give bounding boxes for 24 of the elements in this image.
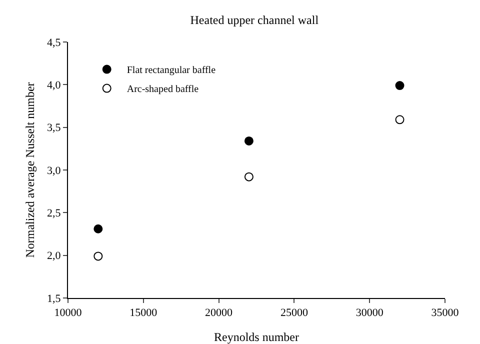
x-axis-title: Reynolds number (214, 330, 299, 344)
y-tick-label: 2,0 (47, 250, 62, 262)
point (94, 224, 103, 234)
x-tick-label: 10000 (54, 307, 82, 320)
y-axis-title: Normalized average Nusselt number (23, 82, 37, 258)
y-tick-label: 3,5 (47, 122, 62, 134)
point (244, 172, 254, 182)
y-tick-label: 4,5 (47, 36, 62, 49)
x-tick-label: 25000 (280, 307, 308, 320)
legend-label: Arc-shaped baffle (126, 84, 200, 96)
x-tick-label: 20000 (205, 307, 234, 320)
y-tick-label: 3,0 (47, 164, 62, 177)
point (94, 252, 103, 261)
y-tick-label: 1,5 (47, 292, 62, 305)
y-tick-label: 4,0 (47, 80, 62, 92)
chart-title: Heated upper channel wall (190, 12, 320, 27)
x-tick-label: 30000 (356, 307, 384, 320)
y-tick-label: 2,5 (47, 208, 62, 220)
point (395, 115, 404, 124)
point (395, 81, 404, 90)
x-tick-label: 35000 (431, 307, 460, 320)
point (244, 136, 254, 146)
legend-label: Flat rectangular baffle (126, 65, 216, 76)
x-tick-label: 15000 (130, 307, 158, 320)
